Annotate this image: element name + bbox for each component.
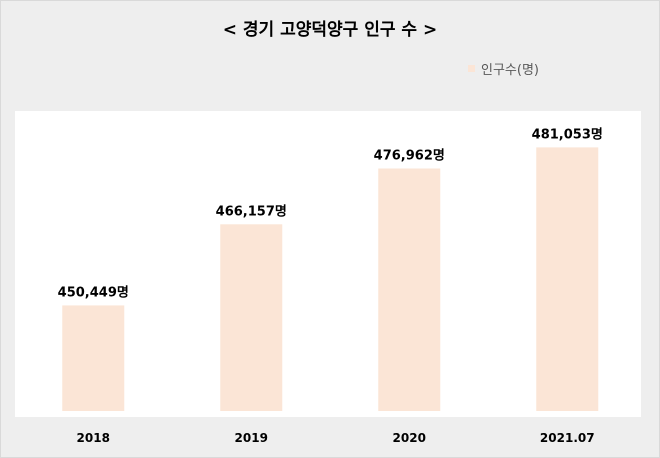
- x-tick-label-2019: 2019: [234, 431, 268, 445]
- data-label-2021.07: 481,053명: [532, 126, 603, 142]
- chart-title: < 경기 고양덕양구 인구 수 >: [222, 20, 438, 40]
- x-tick-label-2018: 2018: [76, 431, 110, 445]
- legend-swatch: [468, 65, 475, 72]
- x-tick-label-2020: 2020: [392, 431, 426, 445]
- bar-2021.07: [536, 147, 599, 412]
- plot-area: 450,449명 466,157명 476,962명 481,053명: [15, 111, 641, 417]
- data-label-2018: 450,449명: [58, 284, 129, 300]
- legend-label: 인구수(명): [481, 63, 539, 78]
- bar-2019: [220, 224, 283, 411]
- data-label-2020: 476,962명: [374, 148, 445, 164]
- bar-2018: [62, 305, 125, 411]
- bar-2020: [378, 168, 441, 411]
- x-tick-label-2021.07: 2021.07: [539, 431, 595, 445]
- bar-chart-svg: 450,449명 466,157명 476,962명 481,053명: [58, 126, 603, 412]
- legend: 인구수(명): [468, 59, 539, 78]
- data-label-2019: 466,157명: [216, 203, 287, 219]
